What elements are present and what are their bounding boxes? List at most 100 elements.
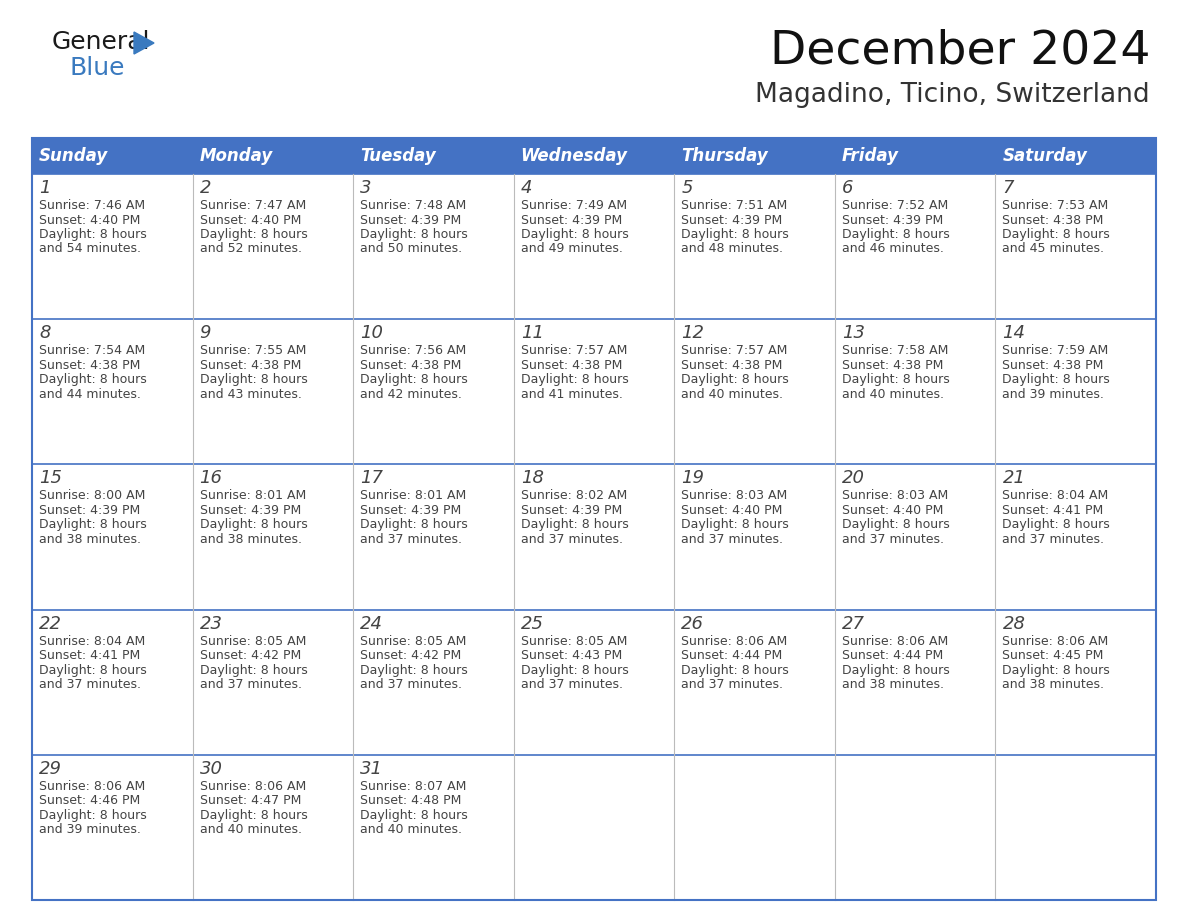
Text: Sunset: 4:39 PM: Sunset: 4:39 PM [842, 214, 943, 227]
Text: Daylight: 8 hours: Daylight: 8 hours [842, 374, 949, 386]
Bar [192, 465, 353, 610]
Text: Daylight: 8 hours: Daylight: 8 hours [842, 228, 949, 241]
Text: Sunrise: 7:49 AM: Sunrise: 7:49 AM [520, 199, 627, 212]
Text: Sunset: 4:38 PM: Sunset: 4:38 PM [520, 359, 623, 372]
Text: Sunset: 4:42 PM: Sunset: 4:42 PM [200, 649, 301, 662]
Bar [835, 174, 996, 319]
Text: and 40 minutes.: and 40 minutes. [842, 387, 943, 400]
Text: Sunset: 4:44 PM: Sunset: 4:44 PM [842, 649, 943, 662]
Text: Daylight: 8 hours: Daylight: 8 hours [842, 519, 949, 532]
Bar [32, 465, 192, 610]
Text: Daylight: 8 hours: Daylight: 8 hours [1003, 664, 1110, 677]
Text: and 38 minutes.: and 38 minutes. [842, 678, 943, 691]
Text: 29: 29 [39, 760, 62, 778]
Text: Blue: Blue [70, 56, 126, 80]
Text: Sunrise: 7:58 AM: Sunrise: 7:58 AM [842, 344, 948, 357]
Text: Sunrise: 7:53 AM: Sunrise: 7:53 AM [1003, 199, 1108, 212]
Text: Daylight: 8 hours: Daylight: 8 hours [520, 228, 628, 241]
Text: Tuesday: Tuesday [360, 147, 436, 165]
Text: Daylight: 8 hours: Daylight: 8 hours [39, 374, 147, 386]
Text: Sunrise: 8:05 AM: Sunrise: 8:05 AM [520, 634, 627, 647]
Text: and 37 minutes.: and 37 minutes. [681, 533, 783, 546]
Text: and 37 minutes.: and 37 minutes. [520, 678, 623, 691]
Text: Sunset: 4:38 PM: Sunset: 4:38 PM [1003, 214, 1104, 227]
Text: Daylight: 8 hours: Daylight: 8 hours [360, 374, 468, 386]
Bar [32, 138, 1156, 174]
Bar [192, 319, 353, 465]
Text: Sunset: 4:40 PM: Sunset: 4:40 PM [200, 214, 301, 227]
Bar [996, 610, 1156, 755]
Text: Daylight: 8 hours: Daylight: 8 hours [681, 374, 789, 386]
Text: Sunset: 4:39 PM: Sunset: 4:39 PM [520, 214, 623, 227]
Bar [513, 465, 675, 610]
Bar [835, 319, 996, 465]
Bar [675, 319, 835, 465]
Text: and 40 minutes.: and 40 minutes. [200, 823, 302, 836]
Bar [513, 174, 675, 319]
Text: Sunset: 4:42 PM: Sunset: 4:42 PM [360, 649, 461, 662]
Bar [192, 755, 353, 900]
Bar [996, 755, 1156, 900]
Text: and 37 minutes.: and 37 minutes. [360, 533, 462, 546]
Text: 15: 15 [39, 469, 62, 487]
Text: and 37 minutes.: and 37 minutes. [1003, 533, 1105, 546]
Text: Daylight: 8 hours: Daylight: 8 hours [200, 664, 308, 677]
Text: Wednesday: Wednesday [520, 147, 627, 165]
Text: and 54 minutes.: and 54 minutes. [39, 242, 141, 255]
Text: 9: 9 [200, 324, 211, 342]
Text: 1: 1 [39, 179, 51, 197]
Text: Sunset: 4:44 PM: Sunset: 4:44 PM [681, 649, 783, 662]
Text: Sunrise: 8:05 AM: Sunrise: 8:05 AM [360, 634, 467, 647]
Text: and 45 minutes.: and 45 minutes. [1003, 242, 1105, 255]
Text: and 37 minutes.: and 37 minutes. [200, 678, 302, 691]
Text: 2: 2 [200, 179, 211, 197]
Text: Daylight: 8 hours: Daylight: 8 hours [520, 519, 628, 532]
Text: Daylight: 8 hours: Daylight: 8 hours [681, 664, 789, 677]
Bar [32, 138, 1156, 900]
Text: and 42 minutes.: and 42 minutes. [360, 387, 462, 400]
Text: Sunrise: 8:05 AM: Sunrise: 8:05 AM [200, 634, 307, 647]
Text: Daylight: 8 hours: Daylight: 8 hours [360, 228, 468, 241]
Text: Daylight: 8 hours: Daylight: 8 hours [1003, 228, 1110, 241]
Text: Magadino, Ticino, Switzerland: Magadino, Ticino, Switzerland [756, 82, 1150, 108]
Text: 27: 27 [842, 614, 865, 633]
Text: and 39 minutes.: and 39 minutes. [1003, 387, 1105, 400]
Text: Sunrise: 7:55 AM: Sunrise: 7:55 AM [200, 344, 307, 357]
Text: Sunrise: 8:00 AM: Sunrise: 8:00 AM [39, 489, 145, 502]
Text: and 40 minutes.: and 40 minutes. [681, 387, 783, 400]
Text: and 43 minutes.: and 43 minutes. [200, 387, 302, 400]
Text: Saturday: Saturday [1003, 147, 1087, 165]
Bar [353, 755, 513, 900]
Bar [32, 174, 192, 319]
Text: Sunrise: 7:52 AM: Sunrise: 7:52 AM [842, 199, 948, 212]
Text: Sunrise: 7:47 AM: Sunrise: 7:47 AM [200, 199, 305, 212]
Text: Sunset: 4:41 PM: Sunset: 4:41 PM [39, 649, 140, 662]
Text: Sunrise: 8:06 AM: Sunrise: 8:06 AM [1003, 634, 1108, 647]
Text: and 38 minutes.: and 38 minutes. [39, 533, 141, 546]
Text: and 37 minutes.: and 37 minutes. [360, 678, 462, 691]
Text: and 37 minutes.: and 37 minutes. [39, 678, 141, 691]
Text: Daylight: 8 hours: Daylight: 8 hours [39, 664, 147, 677]
Text: Daylight: 8 hours: Daylight: 8 hours [360, 519, 468, 532]
Text: 3: 3 [360, 179, 372, 197]
Text: Sunset: 4:40 PM: Sunset: 4:40 PM [681, 504, 783, 517]
Text: Sunset: 4:38 PM: Sunset: 4:38 PM [842, 359, 943, 372]
Text: Daylight: 8 hours: Daylight: 8 hours [520, 374, 628, 386]
Text: 31: 31 [360, 760, 384, 778]
Text: Daylight: 8 hours: Daylight: 8 hours [681, 228, 789, 241]
Bar [996, 319, 1156, 465]
Text: Sunset: 4:39 PM: Sunset: 4:39 PM [200, 504, 301, 517]
Bar [675, 755, 835, 900]
Text: 7: 7 [1003, 179, 1013, 197]
Bar [353, 465, 513, 610]
Bar [32, 610, 192, 755]
Text: Daylight: 8 hours: Daylight: 8 hours [842, 664, 949, 677]
Text: and 49 minutes.: and 49 minutes. [520, 242, 623, 255]
Bar [513, 319, 675, 465]
Text: Daylight: 8 hours: Daylight: 8 hours [200, 519, 308, 532]
Bar [835, 755, 996, 900]
Text: Sunset: 4:47 PM: Sunset: 4:47 PM [200, 794, 301, 807]
Text: Sunday: Sunday [39, 147, 108, 165]
Text: Sunrise: 8:07 AM: Sunrise: 8:07 AM [360, 779, 467, 793]
Bar [32, 755, 192, 900]
